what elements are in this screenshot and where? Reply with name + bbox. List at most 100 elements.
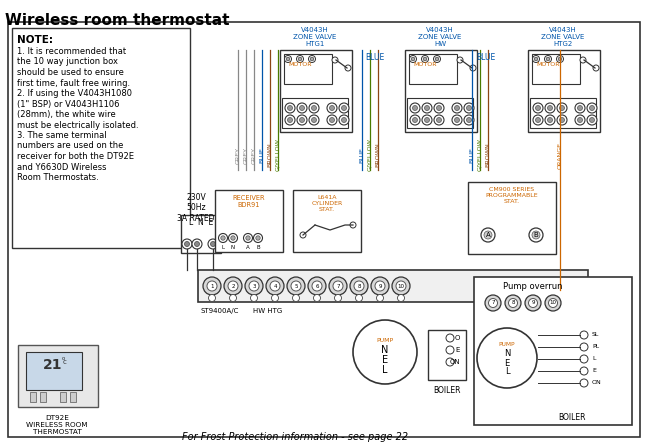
Text: 2. If using the V4043H1080: 2. If using the V4043H1080	[17, 89, 132, 98]
Circle shape	[245, 277, 263, 295]
Text: BLUE: BLUE	[365, 52, 384, 62]
Circle shape	[412, 57, 415, 61]
Circle shape	[297, 55, 304, 63]
Text: L  N  E: L N E	[189, 218, 213, 227]
Circle shape	[350, 222, 356, 228]
Circle shape	[548, 118, 553, 122]
Circle shape	[413, 105, 417, 110]
Text: L: L	[382, 365, 388, 375]
Text: A: A	[486, 232, 490, 238]
Text: NOTE:: NOTE:	[17, 35, 53, 45]
Text: HW HTG: HW HTG	[253, 308, 283, 314]
Text: 3. The same terminal: 3. The same terminal	[17, 131, 106, 140]
Circle shape	[300, 232, 306, 238]
Text: B: B	[256, 245, 260, 250]
Circle shape	[446, 346, 454, 354]
Circle shape	[313, 295, 321, 301]
Circle shape	[256, 236, 260, 240]
Text: 5: 5	[294, 283, 298, 288]
Circle shape	[421, 55, 428, 63]
Circle shape	[341, 105, 346, 110]
Text: GREY: GREY	[252, 147, 257, 164]
Text: 4: 4	[273, 283, 277, 288]
Circle shape	[534, 57, 538, 61]
Bar	[18, 345, 98, 407]
Circle shape	[593, 65, 599, 71]
Circle shape	[590, 118, 595, 122]
Circle shape	[353, 320, 417, 384]
Bar	[30, 392, 36, 402]
Bar	[468, 182, 556, 254]
Circle shape	[287, 277, 305, 295]
Circle shape	[272, 295, 279, 301]
Circle shape	[230, 295, 237, 301]
Circle shape	[339, 103, 349, 113]
Text: V4043H
ZONE VALVE
HTG1: V4043H ZONE VALVE HTG1	[293, 27, 337, 47]
Circle shape	[228, 281, 238, 291]
Bar	[198, 270, 588, 302]
Circle shape	[535, 118, 541, 122]
Circle shape	[397, 295, 404, 301]
Text: N: N	[381, 345, 389, 355]
Bar	[280, 50, 352, 132]
Circle shape	[266, 277, 284, 295]
Bar	[405, 50, 477, 132]
Circle shape	[335, 295, 341, 301]
Text: and Y6630D Wireless: and Y6630D Wireless	[17, 163, 106, 172]
Text: 3: 3	[252, 283, 256, 288]
Circle shape	[330, 118, 335, 122]
Circle shape	[309, 115, 319, 125]
Circle shape	[484, 231, 492, 239]
Bar	[284, 54, 332, 84]
Text: 2: 2	[232, 283, 235, 288]
Circle shape	[481, 228, 495, 242]
Text: Pump overrun: Pump overrun	[503, 282, 562, 291]
Circle shape	[452, 115, 462, 125]
Text: 8: 8	[357, 283, 361, 288]
Text: receiver for both the DT92E: receiver for both the DT92E	[17, 152, 134, 161]
Circle shape	[219, 233, 228, 243]
Circle shape	[354, 281, 364, 291]
Text: BLUE: BLUE	[470, 147, 475, 163]
Text: CM900 SERIES
PROGRAMMABLE
STAT.: CM900 SERIES PROGRAMMABLE STAT.	[486, 187, 539, 203]
Circle shape	[455, 105, 459, 110]
Circle shape	[557, 115, 567, 125]
Circle shape	[545, 115, 555, 125]
Text: GREY: GREY	[235, 147, 241, 164]
Circle shape	[341, 118, 346, 122]
Circle shape	[297, 103, 307, 113]
Circle shape	[309, 103, 319, 113]
Text: BROWN: BROWN	[375, 143, 381, 167]
Circle shape	[308, 55, 315, 63]
Bar	[70, 392, 76, 402]
Circle shape	[548, 105, 553, 110]
Circle shape	[410, 103, 420, 113]
Circle shape	[377, 295, 384, 301]
Text: L641A
CYLINDER
STAT.: L641A CYLINDER STAT.	[312, 195, 342, 211]
Text: BOILER: BOILER	[433, 386, 461, 395]
Circle shape	[577, 118, 582, 122]
Circle shape	[435, 57, 439, 61]
Bar	[474, 277, 632, 425]
Circle shape	[580, 379, 588, 387]
Circle shape	[292, 295, 299, 301]
Circle shape	[545, 295, 561, 311]
Circle shape	[477, 328, 537, 388]
Circle shape	[299, 105, 304, 110]
Circle shape	[580, 343, 588, 351]
Circle shape	[371, 277, 389, 295]
Text: c: c	[63, 359, 67, 365]
Circle shape	[545, 103, 555, 113]
Circle shape	[548, 299, 557, 308]
Circle shape	[330, 105, 335, 110]
Text: BLUE: BLUE	[359, 147, 364, 163]
Text: (1" BSP) or V4043H1106: (1" BSP) or V4043H1106	[17, 100, 119, 109]
Text: MOTOR: MOTOR	[288, 62, 312, 67]
Bar	[282, 98, 348, 128]
Text: 10: 10	[550, 300, 557, 305]
Text: 9: 9	[378, 283, 382, 288]
Circle shape	[533, 115, 543, 125]
Circle shape	[253, 233, 263, 243]
Circle shape	[308, 277, 326, 295]
Circle shape	[221, 236, 225, 240]
